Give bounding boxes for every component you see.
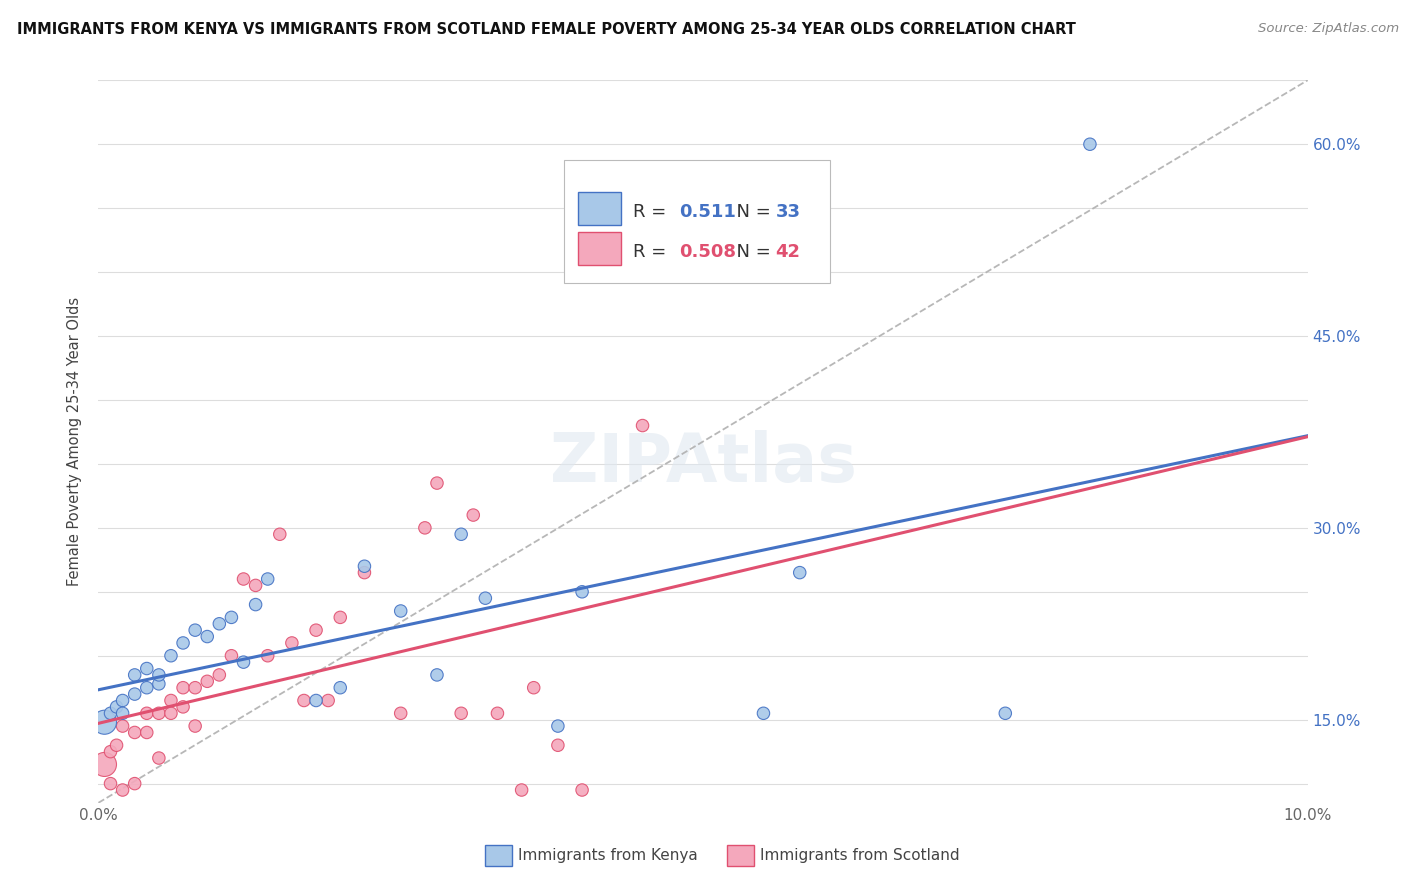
Point	[160, 648, 183, 663]
Point	[124, 776, 146, 790]
Text: 42: 42	[776, 243, 800, 260]
FancyBboxPatch shape	[578, 232, 621, 265]
Point	[148, 751, 170, 765]
Text: R =: R =	[633, 202, 672, 221]
Point	[752, 706, 775, 721]
Point	[281, 636, 304, 650]
Point	[789, 566, 811, 580]
Point	[172, 699, 194, 714]
Point	[256, 648, 278, 663]
Point	[305, 693, 328, 707]
Point	[184, 623, 207, 637]
Point	[195, 630, 218, 644]
Point	[124, 668, 146, 682]
Point	[195, 674, 218, 689]
FancyBboxPatch shape	[578, 193, 621, 225]
Point	[486, 706, 509, 721]
Point	[172, 636, 194, 650]
Point	[135, 661, 157, 675]
Point	[93, 757, 115, 772]
Point	[547, 719, 569, 733]
Point	[571, 584, 593, 599]
Point	[111, 719, 134, 733]
Text: IMMIGRANTS FROM KENYA VS IMMIGRANTS FROM SCOTLAND FEMALE POVERTY AMONG 25-34 YEA: IMMIGRANTS FROM KENYA VS IMMIGRANTS FROM…	[17, 22, 1076, 37]
Point	[329, 610, 352, 624]
Point	[571, 783, 593, 797]
Point	[994, 706, 1017, 721]
Text: 0.508: 0.508	[679, 243, 735, 260]
Point	[124, 725, 146, 739]
Point	[389, 706, 412, 721]
Point	[450, 527, 472, 541]
Point	[93, 715, 115, 730]
Point	[631, 418, 654, 433]
Text: R =: R =	[633, 243, 672, 260]
Point	[221, 610, 243, 624]
Point	[245, 598, 267, 612]
Point	[547, 738, 569, 752]
Point	[232, 655, 254, 669]
Point	[389, 604, 412, 618]
Text: N =: N =	[724, 243, 776, 260]
Point	[256, 572, 278, 586]
Point	[426, 668, 449, 682]
Point	[184, 681, 207, 695]
Point	[160, 706, 183, 721]
Point	[292, 693, 315, 707]
FancyBboxPatch shape	[485, 846, 512, 865]
Point	[100, 706, 122, 721]
Point	[148, 668, 170, 682]
Point	[269, 527, 291, 541]
Point	[148, 706, 170, 721]
Point	[474, 591, 496, 606]
Point	[184, 719, 207, 733]
FancyBboxPatch shape	[564, 160, 830, 283]
Text: Source: ZipAtlas.com: Source: ZipAtlas.com	[1258, 22, 1399, 36]
Point	[208, 668, 231, 682]
Point	[413, 521, 436, 535]
Text: ZIPAtlas: ZIPAtlas	[550, 430, 856, 496]
Point	[221, 648, 243, 663]
Text: 0.511: 0.511	[679, 202, 735, 221]
FancyBboxPatch shape	[727, 846, 754, 865]
Point	[135, 681, 157, 695]
Point	[135, 706, 157, 721]
Point	[105, 738, 128, 752]
Point	[316, 693, 339, 707]
Point	[232, 572, 254, 586]
Point	[510, 783, 533, 797]
Point	[172, 681, 194, 695]
Point	[124, 687, 146, 701]
Point	[305, 623, 328, 637]
Point	[353, 566, 375, 580]
Text: N =: N =	[724, 202, 776, 221]
Point	[208, 616, 231, 631]
Point	[160, 693, 183, 707]
Text: Immigrants from Scotland: Immigrants from Scotland	[759, 848, 959, 863]
Point	[463, 508, 485, 522]
Point	[135, 725, 157, 739]
Point	[1078, 137, 1101, 152]
Text: Immigrants from Kenya: Immigrants from Kenya	[517, 848, 697, 863]
Point	[426, 476, 449, 491]
Point	[111, 783, 134, 797]
Text: 33: 33	[776, 202, 800, 221]
Point	[245, 578, 267, 592]
Point	[523, 681, 546, 695]
Point	[353, 559, 375, 574]
Point	[329, 681, 352, 695]
Point	[105, 699, 128, 714]
Point	[111, 693, 134, 707]
Point	[148, 677, 170, 691]
Point	[111, 706, 134, 721]
Point	[450, 706, 472, 721]
Y-axis label: Female Poverty Among 25-34 Year Olds: Female Poverty Among 25-34 Year Olds	[67, 297, 83, 586]
Point	[100, 776, 122, 790]
Point	[100, 745, 122, 759]
